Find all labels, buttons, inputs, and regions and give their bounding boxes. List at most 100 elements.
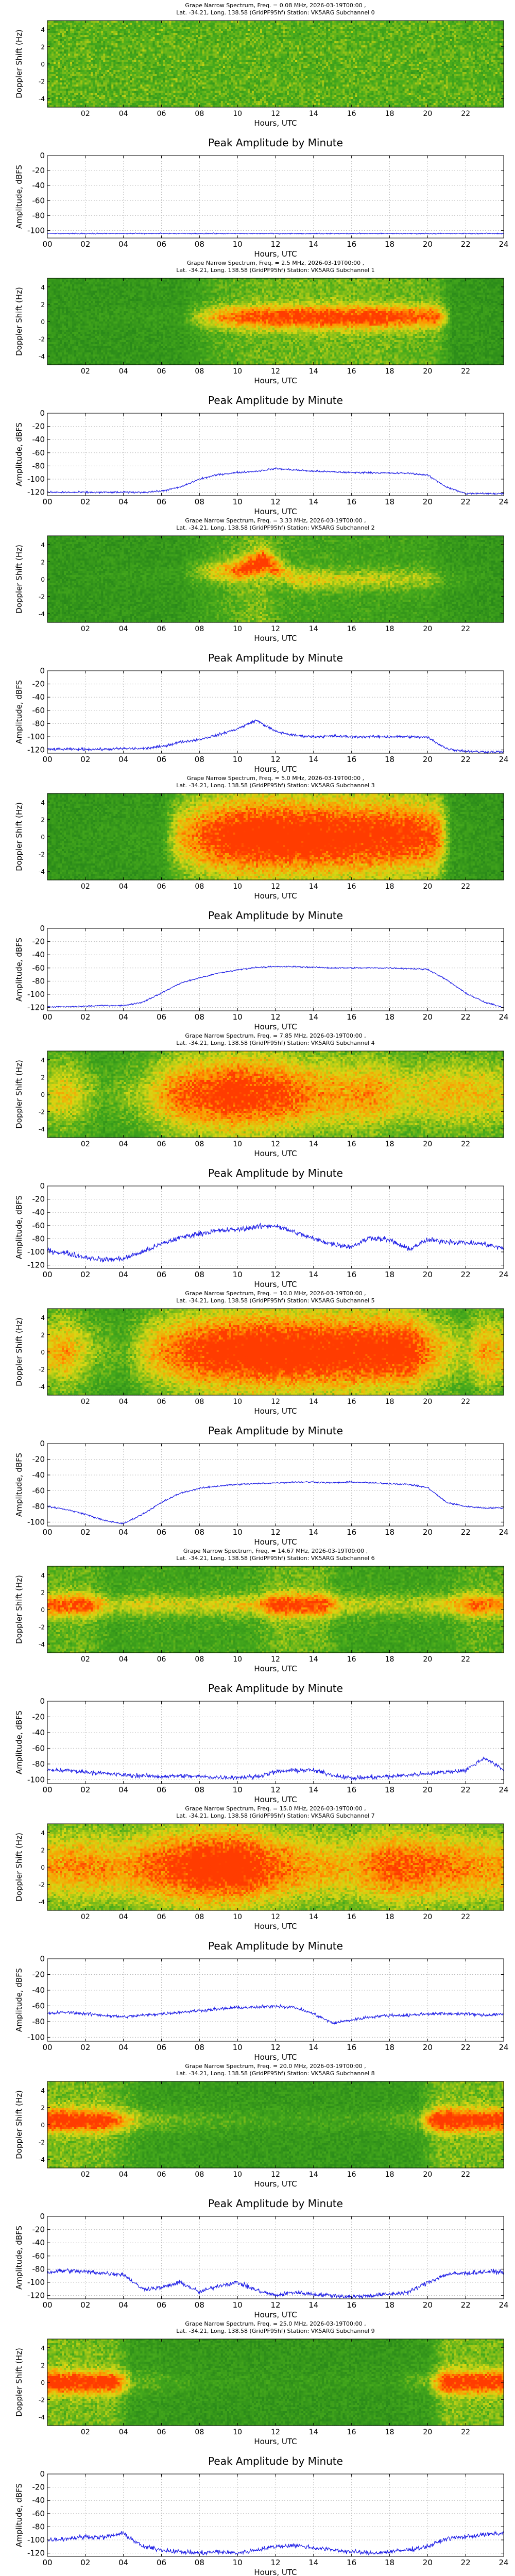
chart-title: Peak Amplitude by Minute (208, 1682, 343, 1694)
x-tick-label: 00 (42, 755, 52, 764)
x-tick-label: 14 (308, 1012, 318, 1022)
y-tick-label: -4 (39, 868, 45, 875)
x-tick-label: 00 (42, 1012, 52, 1022)
y-tick-label: 0 (41, 1091, 45, 1098)
x-axis-label: Hours, UTC (254, 1795, 297, 1803)
x-tick-label: 10 (233, 497, 243, 506)
y-tick-label: 2 (41, 1846, 45, 1854)
spectrogram-chart: Grape Narrow Spectrum, Freq. = 7.85 MHz,… (0, 1030, 515, 1159)
y-tick-label: -80 (32, 976, 45, 986)
x-axis-label: Hours, UTC (254, 2310, 297, 2318)
x-tick-label: 18 (385, 497, 394, 506)
x-tick-label: 22 (461, 240, 471, 249)
x-tick-label: 20 (423, 883, 432, 891)
x-tick-label: 18 (385, 1913, 394, 1921)
y-tick-label: -60 (32, 1221, 45, 1230)
y-tick-label: 0 (40, 1439, 45, 1448)
y-tick-label: -2 (39, 78, 45, 86)
x-tick-label: 08 (195, 1655, 204, 1664)
x-axis-label: Hours, UTC (254, 1022, 297, 1030)
y-tick-label: 0 (41, 2379, 45, 2386)
chart-title: Grape Narrow Spectrum, Freq. = 10.0 MHz,… (185, 1290, 366, 1297)
x-tick-label: 14 (308, 2300, 318, 2310)
y-tick-label: -80 (32, 1502, 45, 1511)
y-axis-label: Doppler Shift (Hz) (14, 2090, 24, 2159)
chart-title: Peak Amplitude by Minute (208, 1167, 343, 1179)
x-tick-label: 12 (271, 1655, 280, 1664)
y-tick-label: 4 (41, 2087, 45, 2094)
y-axis-label: Doppler Shift (Hz) (14, 802, 24, 871)
x-tick-label: 12 (271, 1913, 280, 1921)
spectrogram-chart: Grape Narrow Spectrum, Freq. = 2.5 MHz, … (0, 258, 515, 386)
x-axis-label: Hours, UTC (254, 1922, 297, 1931)
x-tick-label: 06 (157, 2428, 166, 2436)
x-tick-label: 20 (423, 367, 432, 376)
y-tick-label: 0 (40, 1697, 45, 1706)
y-tick-label: 0 (41, 318, 45, 326)
spectrogram-image (47, 2339, 504, 2426)
x-tick-label: 00 (42, 497, 52, 506)
y-tick-label: -60 (32, 448, 45, 457)
x-tick-label: 12 (270, 1270, 280, 1279)
x-axis-label: Hours, UTC (254, 1664, 297, 1673)
y-tick-label: -80 (32, 1759, 45, 1769)
x-tick-label: 06 (157, 2171, 166, 2179)
x-tick-label: 16 (347, 1140, 356, 1148)
x-tick-label: 12 (271, 883, 280, 891)
y-tick-label: -4 (39, 1899, 45, 1906)
x-tick-label: 04 (119, 367, 128, 376)
y-tick-label: 0 (41, 2122, 45, 2129)
x-tick-label: 00 (42, 2043, 52, 2052)
x-tick-label: 16 (347, 1012, 356, 1022)
x-tick-label: 18 (385, 883, 394, 891)
x-tick-label: 24 (499, 1785, 508, 1794)
x-tick-label: 22 (461, 2043, 471, 2052)
x-tick-label: 16 (347, 367, 356, 376)
y-tick-label: -2 (39, 594, 45, 601)
x-tick-label: 16 (347, 755, 356, 764)
x-tick-label: 16 (347, 2428, 356, 2436)
x-tick-label: 20 (423, 2171, 432, 2179)
x-tick-label: 10 (233, 367, 242, 376)
x-tick-label: 18 (385, 755, 394, 764)
y-tick-label: -20 (32, 1195, 45, 1204)
x-axis-label: Hours, UTC (254, 507, 297, 515)
y-tick-label: -60 (32, 2001, 45, 2010)
x-tick-label: 12 (270, 1012, 280, 1022)
x-tick-label: 10 (233, 1655, 242, 1664)
x-tick-label: 02 (81, 1655, 90, 1664)
x-tick-label: 22 (461, 2558, 471, 2567)
x-tick-label: 04 (119, 1655, 128, 1664)
y-tick-label: -100 (27, 2032, 45, 2042)
x-tick-label: 16 (347, 1913, 356, 1921)
y-tick-label: -20 (32, 166, 45, 175)
x-tick-label: 04 (118, 1270, 128, 1279)
x-tick-label: 02 (80, 240, 90, 249)
chart-subtitle: Lat. -34.21, Long. 138.58 (GridPF95hf) S… (176, 1555, 374, 1562)
x-tick-label: 20 (423, 110, 432, 118)
y-tick-label: -120 (27, 1003, 45, 1012)
y-tick-label: 4 (41, 1314, 45, 1321)
y-tick-label: -120 (27, 745, 45, 755)
y-tick-label: 0 (41, 576, 45, 583)
x-tick-label: 16 (347, 2558, 356, 2567)
x-tick-label: 04 (118, 1528, 128, 1537)
x-tick-label: 04 (119, 2171, 128, 2179)
x-tick-label: 14 (309, 110, 318, 118)
x-tick-label: 16 (347, 497, 356, 506)
y-axis-label: Amplitude, dBFS (14, 1453, 24, 1517)
x-tick-label: 04 (119, 1913, 128, 1921)
spectrogram-image (47, 536, 504, 623)
x-tick-label: 14 (308, 497, 318, 506)
chart-title: Grape Narrow Spectrum, Freq. = 3.33 MHz,… (185, 517, 366, 524)
x-tick-label: 20 (423, 1528, 433, 1537)
x-tick-label: 22 (461, 755, 471, 764)
x-tick-label: 22 (461, 883, 470, 891)
x-tick-label: 08 (195, 755, 204, 764)
chart-subtitle: Lat. -34.21, Long. 138.58 (GridPF95hf) S… (176, 524, 374, 531)
x-tick-label: 24 (499, 497, 508, 506)
